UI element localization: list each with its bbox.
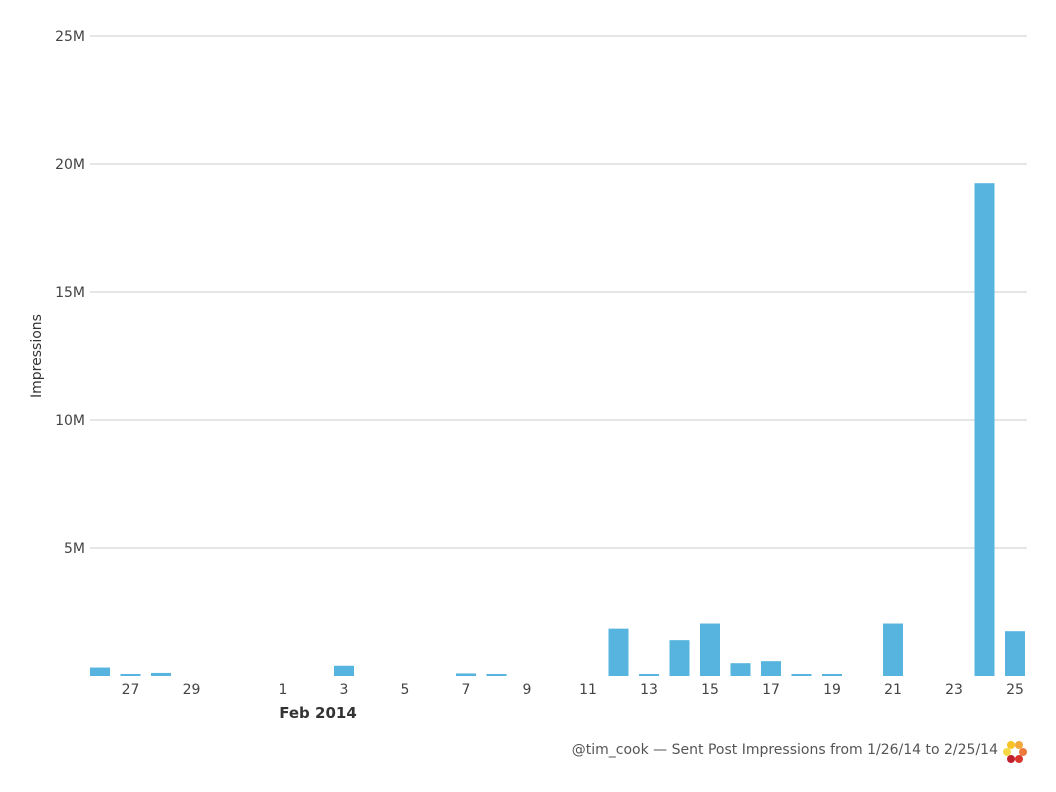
bar (974, 183, 995, 676)
bar (700, 623, 720, 676)
y-tick-label: 10M (55, 413, 85, 429)
y-axis-title: Impressions (29, 314, 45, 398)
bar (608, 628, 629, 676)
bar (883, 623, 903, 676)
y-tick-label: 25M (55, 29, 85, 45)
x-tick-label: 25 (1006, 682, 1024, 698)
bar (791, 674, 812, 676)
bar (669, 640, 690, 676)
bar (730, 663, 751, 676)
grid-lines (90, 35, 1027, 549)
bar (334, 665, 354, 676)
x-tick-label: 27 (122, 682, 140, 698)
bar (639, 674, 659, 676)
bar (486, 674, 507, 676)
x-month-label: Feb 2014 (279, 704, 357, 722)
x-tick-label: 29 (183, 682, 201, 698)
bar (761, 661, 781, 676)
bar (120, 674, 141, 676)
x-tick-label: 23 (945, 682, 963, 698)
x-tick-label: 15 (701, 682, 719, 698)
y-tick-label: 5M (64, 541, 85, 557)
bar (151, 672, 171, 676)
x-tick-label: 9 (523, 682, 532, 698)
chart-footer-caption: @tim_cook — Sent Post Impressions from 1… (571, 742, 998, 758)
bar (456, 673, 476, 676)
x-tick-label: 7 (462, 682, 471, 698)
x-tick-label: 21 (884, 682, 902, 698)
bar (90, 667, 110, 676)
x-tick-label: 13 (640, 682, 658, 698)
x-tick-label: 5 (401, 682, 410, 698)
bars (90, 183, 1025, 676)
y-axis-ticks: 5M 10M 15M 20M 25M (55, 29, 85, 557)
y-tick-label: 20M (55, 157, 85, 173)
bar (1005, 631, 1025, 676)
x-tick-label: 17 (762, 682, 780, 698)
bar (822, 674, 842, 676)
x-tick-label: 1 (279, 682, 288, 698)
x-tick-label: 11 (579, 682, 597, 698)
y-tick-label: 15M (55, 285, 85, 301)
x-tick-label: 19 (823, 682, 841, 698)
sprout-social-logo-icon (1003, 741, 1027, 763)
x-tick-label: 3 (340, 682, 349, 698)
